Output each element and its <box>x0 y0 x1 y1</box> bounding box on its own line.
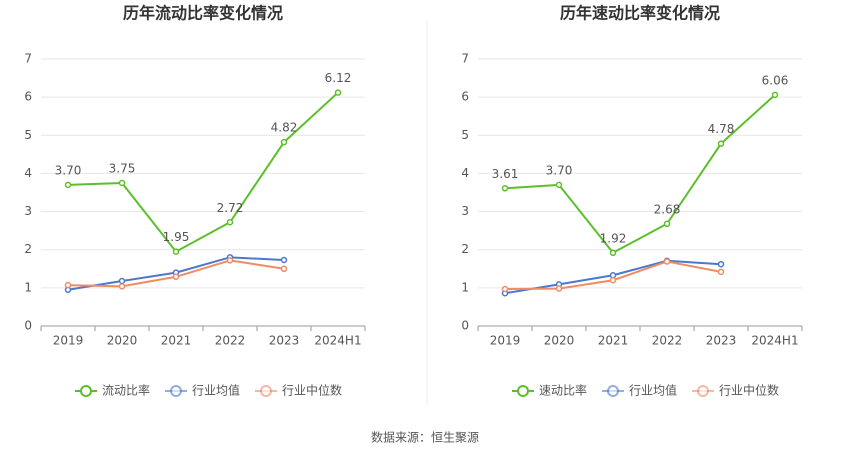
y-tick-label: 6 <box>461 90 469 104</box>
data-point <box>64 181 72 189</box>
x-tick-label: 2021 <box>598 334 629 348</box>
y-tick-label: 5 <box>461 128 469 142</box>
data-label: 6.12 <box>325 71 352 85</box>
legend-marker <box>697 385 709 397</box>
data-point <box>334 89 342 96</box>
data-point <box>118 283 126 290</box>
legend-marker <box>260 385 272 397</box>
data-point <box>663 258 671 265</box>
x-tick-label: 2022 <box>652 334 683 348</box>
y-tick-label: 7 <box>461 52 469 66</box>
data-point <box>717 140 725 147</box>
data-point <box>280 265 288 273</box>
legend-marker <box>607 385 619 397</box>
data-point <box>172 273 180 281</box>
data-point <box>771 91 779 99</box>
x-tick-label: 2023 <box>269 334 300 348</box>
x-tick-label: 2019 <box>490 334 521 348</box>
y-tick-label: 6 <box>24 90 32 104</box>
y-tick-label: 2 <box>461 242 469 256</box>
data-point <box>280 256 288 264</box>
data-label: 2.72 <box>217 201 244 215</box>
data-label: 4.78 <box>708 122 735 136</box>
data-point <box>717 268 725 276</box>
legend-label: 流动比率 <box>102 383 150 398</box>
x-tick-label: 2020 <box>544 334 575 348</box>
data-point <box>609 249 617 257</box>
data-point <box>609 276 617 284</box>
y-tick-label: 4 <box>461 166 469 180</box>
x-tick-label: 2024H1 <box>314 334 361 348</box>
legend-label: 速动比率 <box>539 383 587 398</box>
y-tick-label: 5 <box>24 128 32 142</box>
x-tick-label: 2023 <box>706 334 737 348</box>
data-point <box>501 185 509 192</box>
legend-label: 行业均值 <box>629 383 677 398</box>
y-tick-label: 7 <box>24 52 32 66</box>
y-tick-label: 3 <box>461 204 469 218</box>
data-point <box>555 285 563 292</box>
chart-title: 历年速动比率变化情况 <box>560 4 720 23</box>
data-point <box>64 281 72 289</box>
legend-marker <box>170 385 182 397</box>
y-tick-label: 0 <box>24 319 32 333</box>
data-label: 3.75 <box>109 161 136 175</box>
data-point <box>555 181 563 189</box>
legend-label: 行业中位数 <box>282 383 342 398</box>
data-label: 3.70 <box>55 163 82 177</box>
data-label: 1.92 <box>600 231 627 245</box>
data-label: 6.06 <box>762 73 789 87</box>
data-point <box>226 257 234 264</box>
y-tick-label: 3 <box>24 204 32 218</box>
legend-label: 行业均值 <box>192 383 240 398</box>
legend-marker <box>517 385 529 397</box>
y-tick-label: 2 <box>24 242 32 256</box>
legend-label: 行业中位数 <box>719 383 779 398</box>
x-tick-label: 2020 <box>107 334 138 348</box>
x-tick-label: 2019 <box>53 334 84 348</box>
data-label: 3.61 <box>492 167 519 181</box>
data-point <box>280 138 288 146</box>
data-point <box>663 220 671 228</box>
data-label: 3.70 <box>546 163 573 177</box>
data-point <box>501 285 509 293</box>
data-label: 2.68 <box>654 202 681 216</box>
y-tick-label: 1 <box>24 280 32 294</box>
chart-title: 历年流动比率变化情况 <box>123 4 283 23</box>
y-tick-label: 4 <box>24 166 32 180</box>
series-line <box>504 94 776 255</box>
data-point <box>717 260 725 268</box>
series-line <box>67 91 339 253</box>
x-tick-label: 2021 <box>161 334 192 348</box>
y-tick-label: 0 <box>461 319 469 333</box>
y-tick-label: 1 <box>461 280 469 294</box>
data-point <box>226 219 234 226</box>
x-tick-label: 2022 <box>215 334 246 348</box>
x-tick-label: 2024H1 <box>751 334 798 348</box>
source-note: 数据来源：恒生聚源 <box>371 430 479 445</box>
data-label: 1.95 <box>163 230 190 244</box>
data-point <box>172 248 180 255</box>
data-label: 4.82 <box>271 121 298 135</box>
legend-marker <box>80 385 92 397</box>
data-point <box>118 277 126 285</box>
data-point <box>118 179 126 187</box>
